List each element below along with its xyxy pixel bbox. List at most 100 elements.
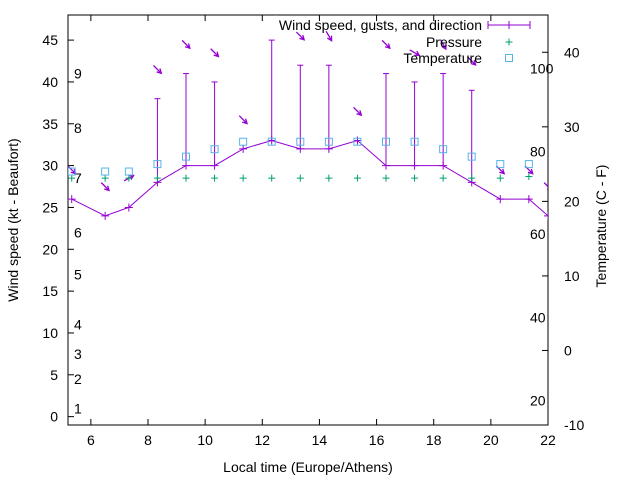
wind-speed-point <box>439 161 448 170</box>
wind-direction-arrow <box>467 56 477 66</box>
legend: Wind speed, gusts, and directionPressure… <box>279 17 531 66</box>
temperature-point <box>467 152 476 161</box>
pressure-point <box>153 174 161 182</box>
legend-label-wind: Wind speed, gusts, and direction <box>279 17 482 33</box>
temperature-point <box>353 137 362 146</box>
temperature-point <box>296 137 305 146</box>
fahrenheit-label: 40 <box>530 310 546 326</box>
pressure-point <box>68 174 76 182</box>
plot-border <box>67 14 549 426</box>
x-tick-label: 18 <box>426 432 442 448</box>
pressure-point <box>268 174 276 182</box>
pressure-point <box>325 174 333 182</box>
wind-speed-point <box>101 211 110 220</box>
y-tick-label: 25 <box>42 199 58 215</box>
pressure-point <box>101 174 109 182</box>
wind-direction-arrow <box>274 15 277 16</box>
x-axis-label: Local time (Europe/Athens) <box>223 459 393 475</box>
y-tick-label: 35 <box>42 116 58 132</box>
pressure-point <box>411 174 419 182</box>
y-tick-label: 0 <box>50 409 58 425</box>
axes: 6 8 10 12 14 16 18 20 22051015202530354045-10010… <box>42 15 584 448</box>
wind-direction-arrow <box>495 165 506 175</box>
beaufort-label: 3 <box>74 346 82 362</box>
pressure-point <box>182 174 190 182</box>
temperature-point <box>267 137 276 146</box>
wind-speed-line <box>71 139 548 217</box>
wind-direction-arrow <box>210 48 220 58</box>
pressure-point <box>211 174 219 182</box>
wind-speed-point <box>410 161 419 170</box>
x-tick-label: 16 <box>369 432 385 448</box>
x-tick-label: 6 <box>87 432 95 448</box>
temperature-point <box>210 145 219 154</box>
temperature-point <box>496 160 505 169</box>
pressure-point <box>239 174 247 182</box>
temperature-point <box>101 167 110 176</box>
fahrenheit-label: 20 <box>530 392 546 408</box>
y-tick-label: 10 <box>42 325 58 341</box>
temperature-point <box>324 137 333 146</box>
y2-axis-label: Temperature (C - F) <box>593 165 609 288</box>
data-layer <box>68 15 548 220</box>
y2-tick-label: 10 <box>564 268 580 284</box>
clipped-data <box>68 15 548 220</box>
wind-direction-arrow <box>409 49 421 57</box>
wind-direction-arrow <box>381 39 391 50</box>
temperature-point <box>153 160 162 169</box>
wind-direction-arrow <box>181 39 191 50</box>
temperature-point <box>68 167 76 176</box>
x-tick-label: 8 <box>144 432 152 448</box>
y-axis-label: Wind speed (kt - Beaufort) <box>5 138 21 301</box>
beaufort-label: 8 <box>74 120 82 136</box>
wind-direction-arrow <box>295 31 306 41</box>
y2-tick-label: 30 <box>564 119 580 135</box>
wind-speed-point <box>524 195 533 204</box>
legend-label-pressure: Pressure <box>426 34 482 50</box>
y2-tick-label: 0 <box>564 342 572 358</box>
fahrenheit-label: 80 <box>530 143 546 159</box>
wind-direction-arrow <box>325 30 333 42</box>
beaufort-label: 7 <box>74 170 82 186</box>
wind-speed-point <box>210 161 219 170</box>
pressure-point <box>468 174 476 182</box>
wind-direction-arrow <box>353 106 363 117</box>
wind-speed-point <box>296 144 305 153</box>
wind-speed-point <box>324 144 333 153</box>
fahrenheit-label: 100 <box>530 61 554 77</box>
pressure-point <box>296 174 304 182</box>
legend-swatch-wind-marker <box>505 21 513 29</box>
y-tick-label: 30 <box>42 158 58 174</box>
x-tick-label: 14 <box>312 432 328 448</box>
temperature-point <box>124 167 133 176</box>
y2-tick-label: 40 <box>564 44 580 60</box>
x-tick-label: 22 <box>540 432 556 448</box>
pressure-point <box>382 174 390 182</box>
wind-direction-arrow <box>153 65 163 75</box>
temperature-point <box>239 137 248 146</box>
wind-speed-point <box>382 161 390 170</box>
pressure-point <box>525 172 533 180</box>
wind-speed-point <box>182 161 190 170</box>
beaufort-label: 5 <box>74 266 82 282</box>
x-tick-label: 10 <box>197 432 213 448</box>
y-tick-label: 45 <box>42 32 58 48</box>
wind-speed-point <box>496 195 505 204</box>
y-tick-label: 5 <box>50 367 58 383</box>
pressure-point <box>125 174 133 182</box>
wind-direction-arrow <box>439 39 447 51</box>
wind-speed-point <box>267 136 276 145</box>
legend-label-temperature: Temperature <box>403 50 482 66</box>
wind-speed-point <box>544 211 548 220</box>
y-tick-label: 40 <box>42 74 58 90</box>
beaufort-label: 1 <box>74 400 82 416</box>
pressure-point <box>496 174 504 182</box>
x-tick-label: 20 <box>483 432 499 448</box>
fahrenheit-label: 60 <box>530 226 546 242</box>
beaufort-label: 9 <box>74 66 82 82</box>
beaufort-label: 6 <box>74 225 82 241</box>
y-tick-label: 15 <box>42 283 58 299</box>
wind-speed-point <box>239 144 248 153</box>
